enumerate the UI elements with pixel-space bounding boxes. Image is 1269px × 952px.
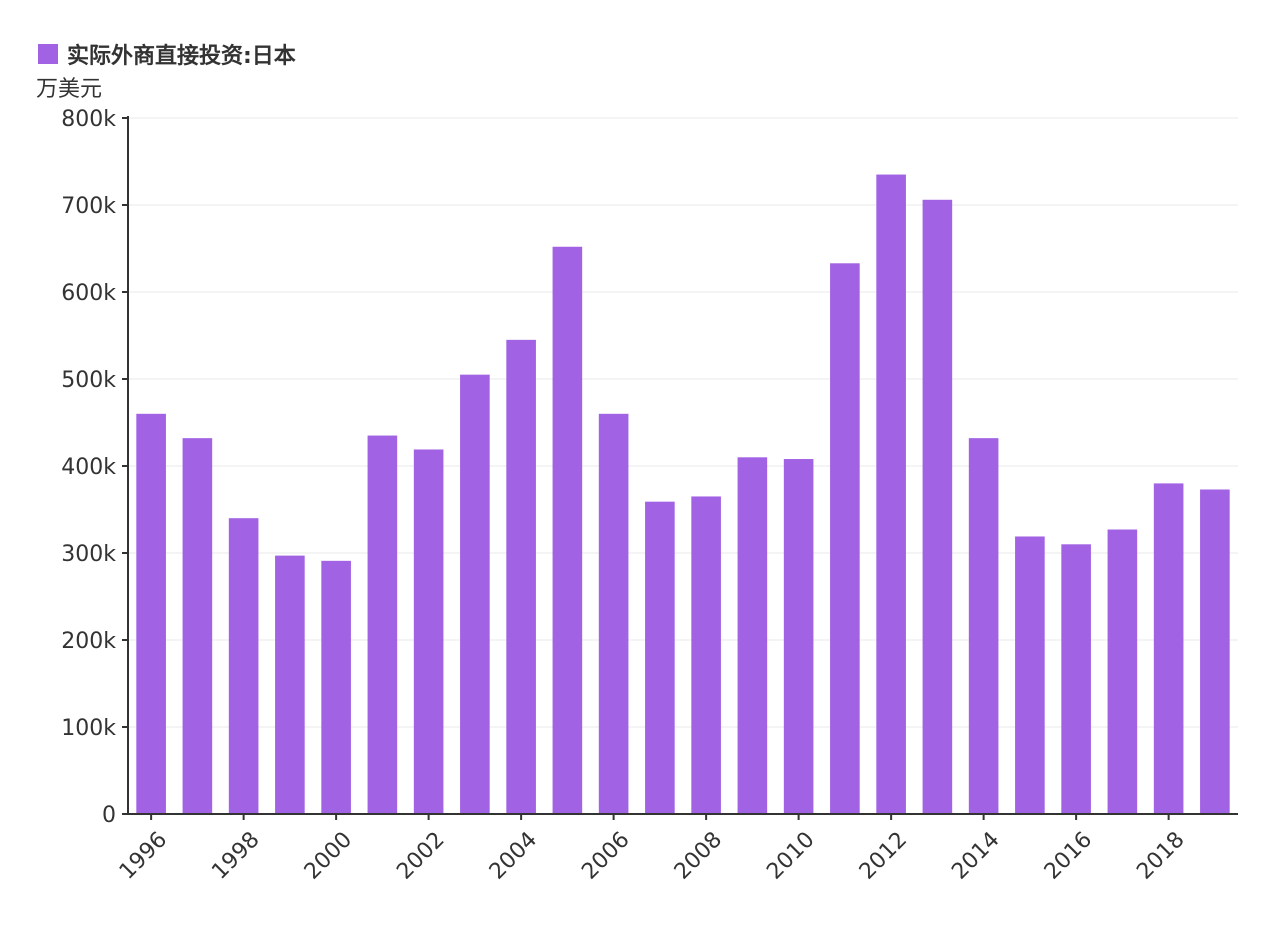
bar-2017	[1107, 529, 1138, 814]
bar-1997	[182, 438, 213, 814]
x-tick-label-2012: 2012	[855, 827, 912, 884]
bar-2011	[830, 263, 860, 814]
bar-1996	[136, 413, 166, 814]
bar-2015	[1015, 536, 1045, 814]
bar-2013	[922, 199, 953, 814]
bar-2003	[460, 374, 490, 814]
bar-2008	[691, 496, 721, 814]
x-tick-label-2016: 2016	[1040, 827, 1097, 884]
y-tick-label-5: 500k	[61, 368, 116, 393]
x-tick-label-2008: 2008	[670, 827, 727, 884]
bar-2005	[552, 246, 583, 814]
x-tick-label-2018: 2018	[1132, 827, 1189, 884]
bar-2018	[1153, 483, 1184, 814]
legend: 实际外商直接投资:日本	[38, 43, 296, 69]
x-tick-label-1996: 1996	[115, 827, 172, 884]
bar-1999	[275, 555, 305, 814]
y-axis-ticks: 0 100k 200k 300k 400k 500k 600k 700k 800k	[61, 107, 128, 828]
x-tick-label-2014: 2014	[947, 827, 1004, 884]
y-tick-label-1: 100k	[61, 716, 116, 741]
x-tick-label-2004: 2004	[485, 827, 542, 884]
y-tick-label-8: 800k	[61, 107, 116, 132]
bar-2012	[876, 174, 906, 815]
bars	[136, 174, 1230, 815]
bar-2014	[968, 438, 999, 814]
legend-swatch	[38, 44, 58, 64]
y-tick-label-7: 700k	[61, 194, 116, 219]
y-tick-label-4: 400k	[61, 455, 116, 480]
bar-2016	[1061, 544, 1091, 814]
bar-2004	[506, 339, 536, 814]
x-axis-ticks: 1996 1998 2000 2002 2004 2006 2008 2010 2012 2014…	[115, 814, 1190, 885]
x-tick-label-2010: 2010	[762, 827, 819, 884]
legend-label: 实际外商直接投资:日本	[67, 43, 296, 69]
x-tick-label-2002: 2002	[392, 827, 449, 884]
y-tick-label-6: 600k	[61, 281, 116, 306]
bar-2009	[737, 457, 768, 814]
bar-2001	[367, 435, 398, 814]
bar-2019	[1200, 489, 1230, 814]
y-tick-label-0: 0	[102, 803, 116, 828]
y-tick-label-3: 300k	[61, 542, 116, 567]
y-axis-unit-label: 万美元	[36, 77, 102, 102]
gridlines	[128, 117, 1238, 728]
bar-2007	[645, 501, 675, 814]
bar-2010	[783, 459, 814, 814]
bar-2006	[598, 413, 629, 814]
y-tick-label-2: 200k	[61, 629, 116, 654]
x-tick-label-1998: 1998	[207, 827, 264, 884]
bar-1998	[228, 518, 259, 814]
x-tick-label-2000: 2000	[300, 827, 357, 884]
bar-2000	[321, 560, 351, 814]
x-tick-label-2006: 2006	[577, 827, 634, 884]
bar-2002	[413, 449, 444, 814]
